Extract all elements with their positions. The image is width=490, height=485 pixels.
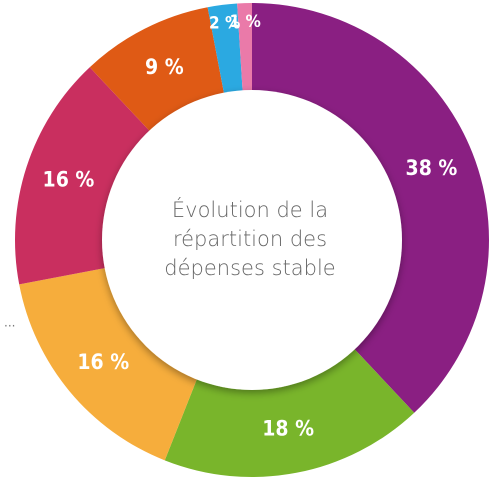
- data-label: 2 %: [209, 14, 240, 34]
- data-label: 9 %: [145, 55, 184, 79]
- donut-slice: [19, 266, 201, 461]
- center-text-line: répartition des: [173, 227, 327, 251]
- ellipsis-decoration: ···: [4, 319, 15, 333]
- donut-slice: [237, 3, 252, 101]
- center-text: Évolution de la répartition des dépenses s…: [164, 197, 335, 280]
- data-labels: 38 % 18 % 16 % 16 % 9 % 2 %1 %: [43, 12, 458, 440]
- center-text-line: Évolution de la: [172, 197, 328, 222]
- donut-slice: [15, 67, 157, 285]
- donut-slice: [207, 3, 244, 103]
- data-label: 38 %: [406, 156, 458, 180]
- donut-hole: [102, 90, 402, 390]
- data-label: 1 %: [230, 12, 261, 32]
- data-label: 18 %: [262, 417, 314, 441]
- data-label: 16 %: [43, 167, 95, 191]
- donut-slice: [164, 342, 415, 477]
- data-label: 16 %: [77, 350, 129, 374]
- center-text-line: dépenses stable: [164, 256, 335, 280]
